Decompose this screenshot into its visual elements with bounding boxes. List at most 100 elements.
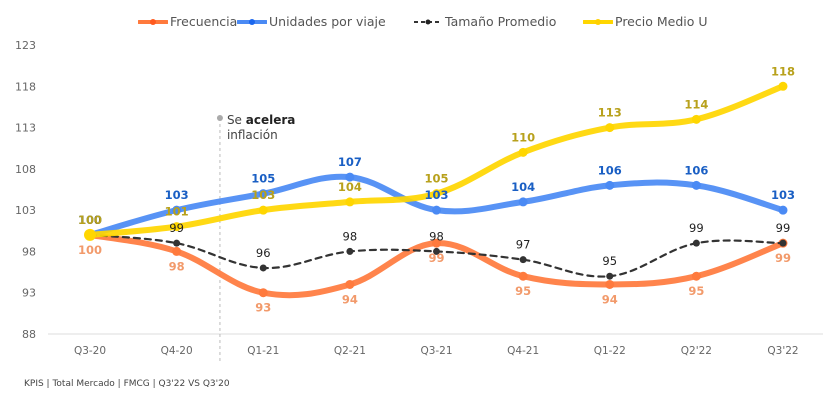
- legend-label-tamano: Tamaño Promedio: [445, 14, 557, 29]
- data-point-precio-medio-u: [778, 81, 788, 91]
- data-point-unidades-por-viaje: [432, 205, 441, 215]
- legend-label-unidades: Unidades por viaje: [269, 14, 386, 29]
- y-tick-label: 98: [22, 245, 36, 258]
- data-label-tama-o-promedio: 99: [776, 221, 791, 235]
- x-tick-label: Q3-20: [74, 345, 106, 357]
- data-label-unidades-por-viaje: 106: [684, 163, 708, 177]
- data-point-frecuencia: [691, 271, 701, 281]
- data-point-tama-o-promedio: [692, 239, 700, 247]
- x-tick-label: Q3-21: [420, 345, 452, 357]
- data-label-precio-medio-u: 103: [251, 188, 275, 202]
- x-tick-label: Q1-21: [247, 345, 279, 357]
- data-point-unidades-por-viaje: [172, 205, 182, 215]
- data-point-frecuencia: [605, 279, 615, 289]
- data-point-unidades-por-viaje: [258, 189, 268, 199]
- data-point-precio-medio-u: [432, 189, 441, 199]
- data-label-frecuencia: 93: [255, 301, 271, 315]
- data-label-frecuencia: 95: [688, 284, 704, 298]
- legend: Frecuencia Unidades por viaje Tamaño Pro…: [0, 14, 823, 34]
- data-label-frecuencia: 100: [78, 243, 102, 257]
- data-label-precio-medio-u: 104: [338, 180, 362, 194]
- data-label-unidades-por-viaje: 105: [251, 172, 275, 186]
- data-point-unidades-por-viaje: [518, 197, 528, 207]
- data-label-tama-o-promedio: 98: [343, 229, 358, 243]
- data-label-frecuencia: 94: [342, 292, 358, 306]
- annotation-bold: acelera: [245, 113, 296, 127]
- legend-swatch-precio: [583, 18, 613, 25]
- data-point-precio-medio-u: [84, 228, 96, 241]
- data-point-tama-o-promedio: [519, 256, 527, 264]
- data-point-tama-o-promedio: [433, 247, 440, 255]
- data-point-precio-medio-u: [258, 205, 268, 215]
- y-tick-label: 113: [15, 122, 36, 135]
- annotation-marker: [216, 115, 223, 121]
- data-label-tama-o-promedio: 100: [79, 213, 101, 227]
- data-point-precio-medio-u: [605, 123, 615, 133]
- legend-swatch-frecuencia: [138, 18, 168, 25]
- data-label-frecuencia: 94: [602, 292, 618, 306]
- data-label-unidades-por-viaje: 103: [424, 188, 448, 202]
- annotation-prefix: Se: [226, 113, 246, 127]
- data-label-frecuencia: 99: [775, 251, 791, 265]
- data-label-unidades-por-viaje: 100: [78, 213, 102, 227]
- data-point-precio-medio-u: [345, 197, 355, 207]
- data-point-tama-o-promedio: [346, 247, 354, 255]
- data-point-precio-medio-u: [518, 147, 528, 157]
- annotation-line2: inflación: [226, 128, 278, 142]
- legend-item-unidades[interactable]: Unidades por viaje: [237, 14, 386, 29]
- data-labels: 100 98 93 94 99 95 94 95 99 100 103 105 107 103 104 106…: [78, 64, 795, 314]
- data-label-unidades-por-viaje: 106: [598, 163, 622, 177]
- data-point-unidades-por-viaje: [345, 172, 355, 182]
- legend-swatch-unidades: [237, 18, 267, 25]
- data-label-precio-medio-u: 101: [165, 205, 189, 219]
- data-label-precio-medio-u: 110: [511, 130, 535, 144]
- data-point-frecuencia: [432, 238, 441, 248]
- x-tick-label: Q1-22: [594, 345, 626, 357]
- data-label-precio-medio-u: 114: [684, 97, 708, 111]
- y-axis-ticks: 88 93 98 103 108 113 118 123: [15, 39, 36, 341]
- data-point-tama-o-promedio: [173, 239, 181, 247]
- inflation-annotation: Se acelera inflación: [227, 113, 295, 143]
- data-label-unidades-por-viaje: 104: [511, 180, 535, 194]
- y-tick-label: 108: [15, 163, 36, 176]
- data-label-frecuencia: 95: [515, 284, 531, 298]
- legend-label-frecuencia: Frecuencia: [170, 14, 238, 29]
- x-tick-label: Q4-20: [161, 345, 193, 357]
- data-label-unidades-por-viaje: 103: [165, 188, 189, 202]
- data-label-precio-medio-u: 118: [771, 64, 795, 78]
- legend-item-tamano[interactable]: Tamaño Promedio: [413, 14, 556, 29]
- legend-swatch-tamano: [414, 19, 442, 24]
- data-point-unidades-por-viaje: [691, 180, 701, 190]
- y-tick-label: 103: [15, 204, 36, 217]
- data-label-precio-medio-u: 100: [78, 213, 102, 227]
- data-point-tama-o-promedio: [779, 239, 787, 247]
- y-tick-label: 88: [22, 328, 36, 341]
- series-lines: [84, 81, 788, 299]
- data-label-tama-o-promedio: 98: [429, 229, 444, 243]
- data-point-frecuencia: [345, 279, 355, 289]
- x-tick-label: Q2'22: [681, 345, 712, 357]
- data-label-tama-o-promedio: 96: [256, 246, 271, 260]
- x-tick-label: Q2-21: [334, 345, 366, 357]
- y-tick-label: 93: [22, 287, 36, 300]
- data-point-tama-o-promedio: [259, 264, 267, 272]
- footer-note: KPIS | Total Mercado | FMCG | Q3'22 VS Q…: [24, 379, 230, 389]
- y-tick-label: 123: [15, 39, 36, 52]
- data-label-unidades-por-viaje: 103: [771, 188, 795, 202]
- data-point-frecuencia: [258, 288, 268, 298]
- data-point-unidades-por-viaje: [605, 180, 615, 190]
- data-label-tama-o-promedio: 95: [602, 254, 617, 268]
- data-point-frecuencia: [518, 271, 528, 281]
- data-label-precio-medio-u: 105: [424, 172, 448, 186]
- x-tick-label: Q3'22: [767, 345, 798, 357]
- data-point-frecuencia: [172, 246, 182, 256]
- x-tick-label: Q4-21: [507, 345, 539, 357]
- legend-item-frecuencia[interactable]: Frecuencia: [138, 14, 237, 29]
- data-label-unidades-por-viaje: 107: [338, 155, 362, 169]
- x-axis-ticks: Q3-20 Q4-20 Q1-21 Q2-21 Q3-21 Q4-21 Q1-22 Q2'22…: [74, 345, 799, 357]
- data-label-precio-medio-u: 113: [598, 106, 622, 120]
- data-point-tama-o-promedio: [606, 272, 614, 280]
- data-point-precio-medio-u: [691, 114, 701, 124]
- legend-item-precio[interactable]: Precio Medio U: [583, 14, 708, 29]
- data-label-tama-o-promedio: 99: [689, 221, 704, 235]
